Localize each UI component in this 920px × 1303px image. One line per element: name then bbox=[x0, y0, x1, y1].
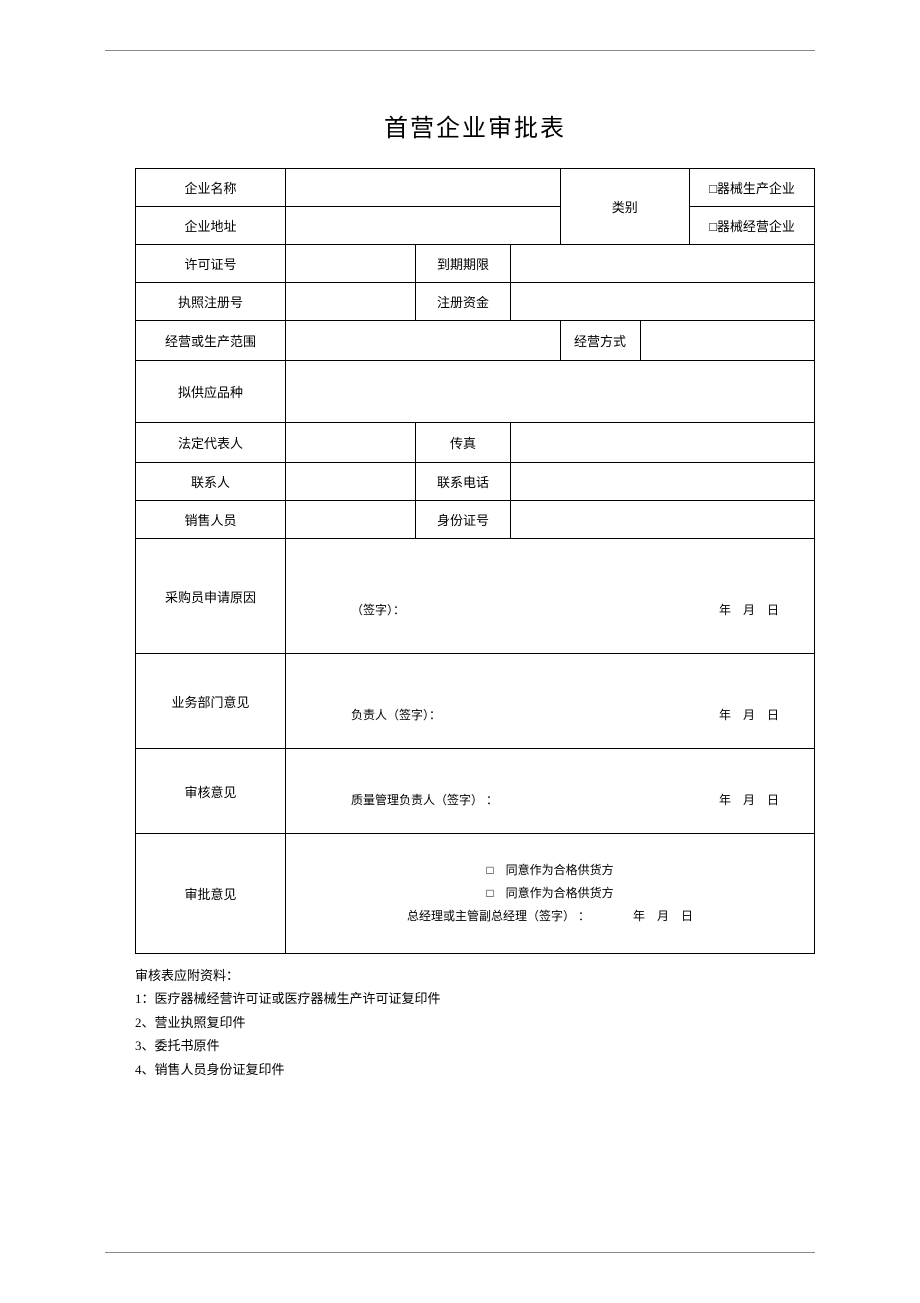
field-products bbox=[286, 361, 815, 423]
label-enterprise-name: 企业名称 bbox=[136, 169, 286, 207]
opt-business: □器械经营企业 bbox=[690, 207, 815, 245]
label-products: 拟供应品种 bbox=[136, 361, 286, 423]
label-scope: 经营或生产范围 bbox=[136, 321, 286, 361]
field-fax bbox=[511, 423, 815, 463]
label-purchaser-reason: 采购员申请原因 bbox=[136, 539, 286, 654]
label-review-opinion: 审核意见 bbox=[136, 749, 286, 834]
field-phone bbox=[511, 463, 815, 501]
field-approval-opinion: □ 同意作为合格供货方 □ 同意作为合格供货方 总经理或主管副总经理（签字） ：… bbox=[286, 834, 815, 954]
page-bottom-border bbox=[105, 1252, 815, 1253]
footer-item4: 4、销售人员身份证复印件 bbox=[135, 1058, 815, 1081]
approval-opt2: □ 同意作为合格供货方 bbox=[286, 882, 814, 905]
field-scope bbox=[286, 321, 561, 361]
footer-item2: 2、营业执照复印件 bbox=[135, 1011, 815, 1034]
approval-form-table: 企业名称 类别 □器械生产企业 企业地址 □器械经营企业 许可证号 到期期限 执… bbox=[135, 168, 815, 954]
label-fax: 传真 bbox=[416, 423, 511, 463]
field-license-no bbox=[286, 245, 416, 283]
field-legal-rep bbox=[286, 423, 416, 463]
label-biz-mode: 经营方式 bbox=[560, 321, 640, 361]
footer-notes: 审核表应附资料： 1：医疗器械经营许可证或医疗器械生产许可证复印件 2、营业执照… bbox=[135, 964, 815, 1081]
approval-opt1: □ 同意作为合格供货方 bbox=[286, 859, 814, 882]
field-review-opinion: 质量管理负责人（签字） ： 年 月 日 bbox=[286, 749, 815, 834]
footer-item1: 1：医疗器械经营许可证或医疗器械生产许可证复印件 bbox=[135, 987, 815, 1010]
label-reg-no: 执照注册号 bbox=[136, 283, 286, 321]
field-contact bbox=[286, 463, 416, 501]
label-license-no: 许可证号 bbox=[136, 245, 286, 283]
field-enterprise-name bbox=[286, 169, 561, 207]
dept-signature-label: 负责人（签字）： bbox=[351, 708, 441, 722]
label-reg-capital: 注册资金 bbox=[416, 283, 511, 321]
field-dept-opinion: 负责人（签字）： 年 月 日 bbox=[286, 654, 815, 749]
label-contact: 联系人 bbox=[136, 463, 286, 501]
signature-label: （签字）： bbox=[351, 603, 405, 617]
approval-date-label: 年 月 日 bbox=[633, 905, 693, 928]
label-approval-opinion: 审批意见 bbox=[136, 834, 286, 954]
label-legal-rep: 法定代表人 bbox=[136, 423, 286, 463]
field-sales bbox=[286, 501, 416, 539]
field-enterprise-address bbox=[286, 207, 561, 245]
field-id-no bbox=[511, 501, 815, 539]
document-content: 首营企业审批表 企业名称 类别 □器械生产企业 企业地址 □器械经营企业 许可证… bbox=[135, 108, 815, 1081]
label-id-no: 身份证号 bbox=[416, 501, 511, 539]
field-biz-mode bbox=[640, 321, 815, 361]
approval-signature-label: 总经理或主管副总经理（签字） ： bbox=[407, 909, 590, 923]
footer-header: 审核表应附资料： bbox=[135, 964, 815, 987]
field-reg-capital bbox=[511, 283, 815, 321]
review-date-label: 年 月 日 bbox=[719, 791, 814, 808]
label-dept-opinion: 业务部门意见 bbox=[136, 654, 286, 749]
page-top-border bbox=[105, 50, 815, 51]
date-label: 年 月 日 bbox=[719, 601, 814, 618]
review-signature-label: 质量管理负责人（签字） ： bbox=[351, 793, 498, 807]
label-sales: 销售人员 bbox=[136, 501, 286, 539]
label-enterprise-address: 企业地址 bbox=[136, 207, 286, 245]
opt-production: □器械生产企业 bbox=[690, 169, 815, 207]
field-reg-no bbox=[286, 283, 416, 321]
footer-item3: 3、委托书原件 bbox=[135, 1034, 815, 1057]
document-title: 首营企业审批表 bbox=[135, 108, 815, 143]
dept-date-label: 年 月 日 bbox=[719, 706, 814, 723]
label-expiry: 到期期限 bbox=[416, 245, 511, 283]
field-expiry bbox=[511, 245, 815, 283]
field-purchaser-reason: （签字）： 年 月 日 bbox=[286, 539, 815, 654]
label-category: 类别 bbox=[560, 169, 690, 245]
label-phone: 联系电话 bbox=[416, 463, 511, 501]
